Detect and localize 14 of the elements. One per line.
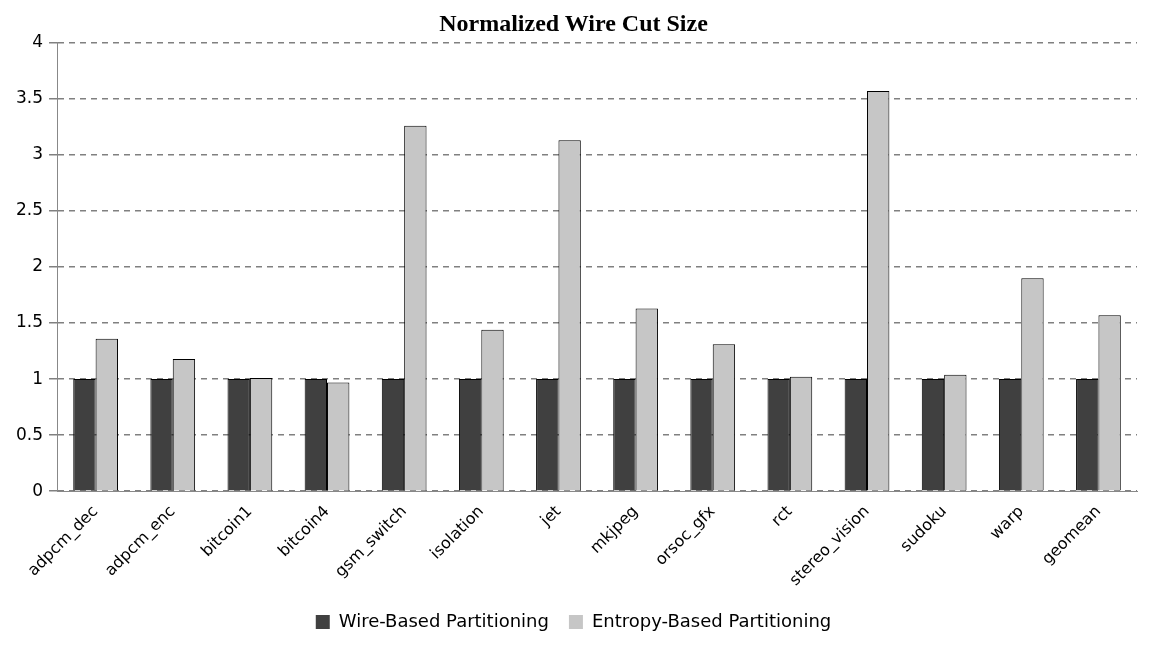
y-tick-label: 1 [32, 367, 44, 388]
x-tick-label: rct [767, 501, 796, 530]
legend-label: Entropy-Based Partitioning [591, 609, 832, 631]
y-tick-label: 2 [32, 255, 44, 276]
y-tick-label: 3.5 [15, 87, 44, 108]
y-tick-label: 2.5 [15, 199, 44, 220]
y-tick-label: 0.5 [15, 423, 44, 444]
y-tick-label: 4 [32, 31, 44, 52]
legend-label: Wire-Based Partitioning [338, 609, 549, 631]
y-tick-label: 0 [32, 479, 44, 500]
chart-title: Normalized Wire Cut Size [439, 9, 709, 36]
y-tick-label: 3 [32, 143, 44, 164]
x-tick-label: jet [535, 501, 565, 531]
y-tick-label: 1.5 [15, 311, 44, 332]
